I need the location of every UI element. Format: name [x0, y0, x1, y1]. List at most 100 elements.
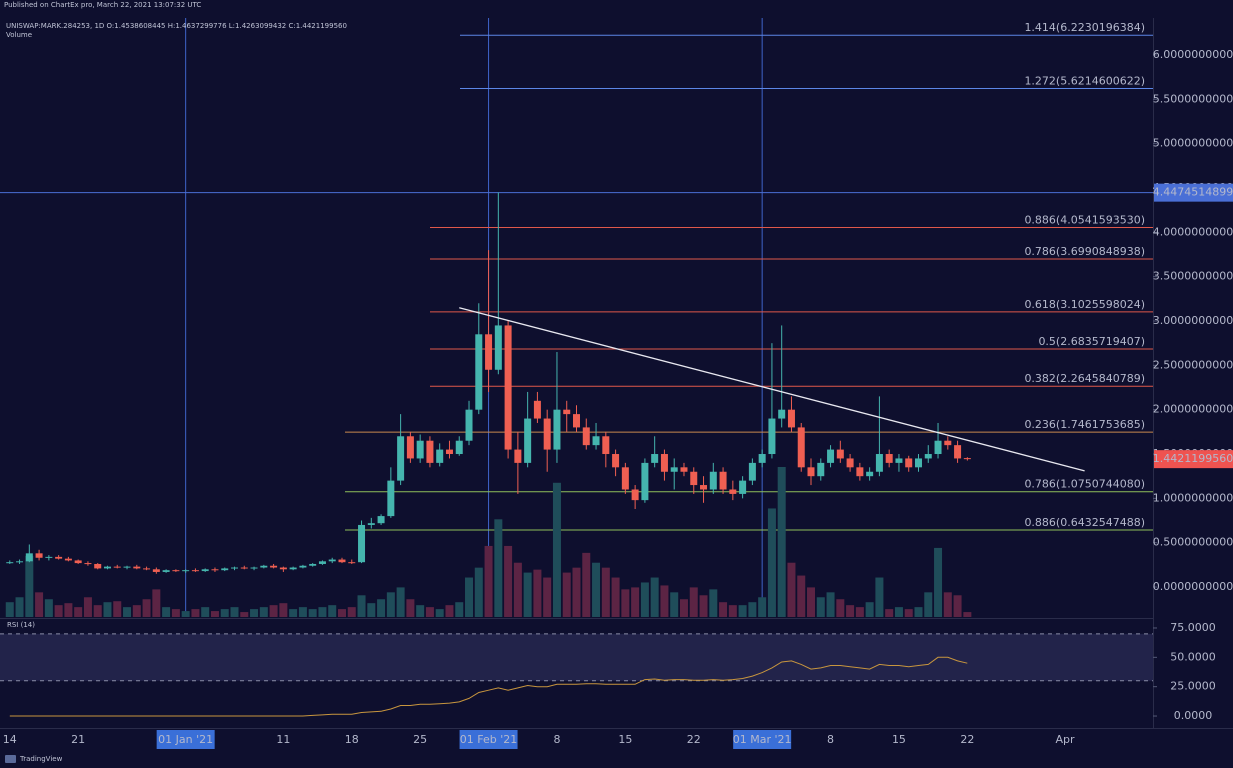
- candle-body: [55, 556, 63, 559]
- candle-body: [690, 471, 698, 486]
- candle-body: [35, 553, 43, 558]
- candle-body: [6, 562, 14, 564]
- x-tick-label: 15: [892, 733, 906, 746]
- volume-bar: [767, 508, 776, 617]
- volume-bar: [425, 607, 434, 617]
- y-tick-label: 1.0000000000: [1153, 491, 1233, 504]
- candle-body: [299, 565, 307, 568]
- candle-body: [348, 562, 356, 564]
- volume-bar: [357, 595, 366, 617]
- published-note: Published on ChartEx pro, March 22, 2021…: [4, 1, 201, 9]
- volume-bar: [210, 611, 219, 617]
- candle-body: [836, 449, 844, 459]
- volume-bar: [855, 607, 864, 617]
- volume-bar: [240, 612, 249, 617]
- y-tick-label: 3.0000000000: [1153, 314, 1233, 327]
- x-tick-label: 8: [827, 733, 834, 746]
- candle-body: [700, 485, 708, 490]
- candle-body: [729, 489, 737, 494]
- volume-bar: [15, 597, 24, 617]
- volume-bar: [631, 587, 640, 617]
- candle-body: [768, 418, 776, 455]
- candle-body: [954, 445, 962, 459]
- volume-bar: [230, 607, 239, 617]
- fib-label: 0.786(1.0750744080): [1024, 478, 1145, 491]
- candle-body: [367, 523, 375, 525]
- volume-bar: [513, 562, 522, 617]
- fib-label: 0.786(3.6990848938): [1024, 245, 1145, 258]
- volume-bar: [484, 545, 493, 617]
- volume-bar: [171, 609, 180, 617]
- candle-body: [573, 414, 580, 428]
- volume-bar: [738, 605, 747, 617]
- volume-bar: [93, 605, 102, 617]
- volume-bar: [201, 607, 210, 617]
- volume-bar: [377, 599, 386, 617]
- volume-bar: [728, 605, 737, 617]
- candle-body: [504, 325, 512, 450]
- volume-bar: [123, 607, 132, 617]
- volume-bar: [797, 575, 806, 617]
- volume-bar: [592, 562, 601, 617]
- candle-body: [172, 570, 180, 572]
- candle-body: [162, 570, 170, 572]
- rsi-label: RSI (14): [7, 621, 35, 629]
- candle-body: [485, 334, 493, 370]
- candle-body: [924, 454, 932, 459]
- volume-bar: [269, 605, 278, 617]
- candle-body: [856, 467, 864, 477]
- candle-body: [680, 467, 688, 472]
- candle-body: [338, 559, 346, 563]
- rsi-band: [0, 633, 1153, 681]
- candle-body: [563, 409, 571, 415]
- candle-body: [260, 565, 268, 568]
- candle-body: [16, 561, 24, 563]
- candle-body: [465, 409, 473, 441]
- x-tick-label: 01 Feb '21: [460, 733, 518, 746]
- y-tick-label: 0.0000000000: [1153, 580, 1233, 593]
- volume-bar: [308, 609, 317, 617]
- volume-bar: [807, 587, 816, 617]
- volume-bar: [152, 589, 161, 617]
- volume-bar: [83, 597, 92, 617]
- candle-body: [787, 409, 795, 428]
- volume-bar: [670, 592, 679, 617]
- candle-body: [133, 566, 141, 569]
- candle-body: [895, 458, 903, 463]
- x-tick-label: 18: [345, 733, 359, 746]
- volume-bar: [836, 599, 845, 617]
- candle-body: [582, 427, 590, 446]
- y-tick-label: 6.0000000000: [1153, 48, 1233, 61]
- volume-bar: [191, 609, 200, 617]
- volume-bar: [347, 607, 356, 617]
- volume-bar: [865, 602, 874, 617]
- volume-bar: [337, 609, 346, 617]
- volume-bar: [582, 552, 591, 617]
- volume-bar: [934, 547, 943, 617]
- volume-bar: [709, 589, 718, 617]
- candle-body: [621, 467, 629, 490]
- rsi-tick-label: 0.0000: [1174, 709, 1213, 722]
- volume-bar: [894, 607, 903, 617]
- volume-bar: [44, 599, 53, 617]
- volume-bar: [953, 595, 962, 617]
- volume-bar: [679, 599, 688, 617]
- candle-body: [426, 440, 434, 463]
- candle-body: [553, 409, 561, 450]
- fib-label: 0.886(0.6432547488): [1024, 516, 1145, 529]
- x-tick-label: Apr: [1056, 733, 1076, 746]
- brand-logo: [5, 755, 16, 763]
- candle-body: [152, 569, 160, 572]
- candle-body: [289, 567, 297, 570]
- volume-bar: [494, 519, 503, 617]
- candle-body: [592, 436, 600, 446]
- volume-bar: [787, 562, 796, 617]
- volume-bar: [103, 602, 112, 617]
- volume-bar: [914, 607, 923, 617]
- x-tick-highlight: [733, 730, 792, 749]
- candle-body: [250, 567, 258, 569]
- volume-bar: [963, 612, 972, 617]
- candle-body: [445, 449, 453, 455]
- volume-bar: [572, 567, 581, 617]
